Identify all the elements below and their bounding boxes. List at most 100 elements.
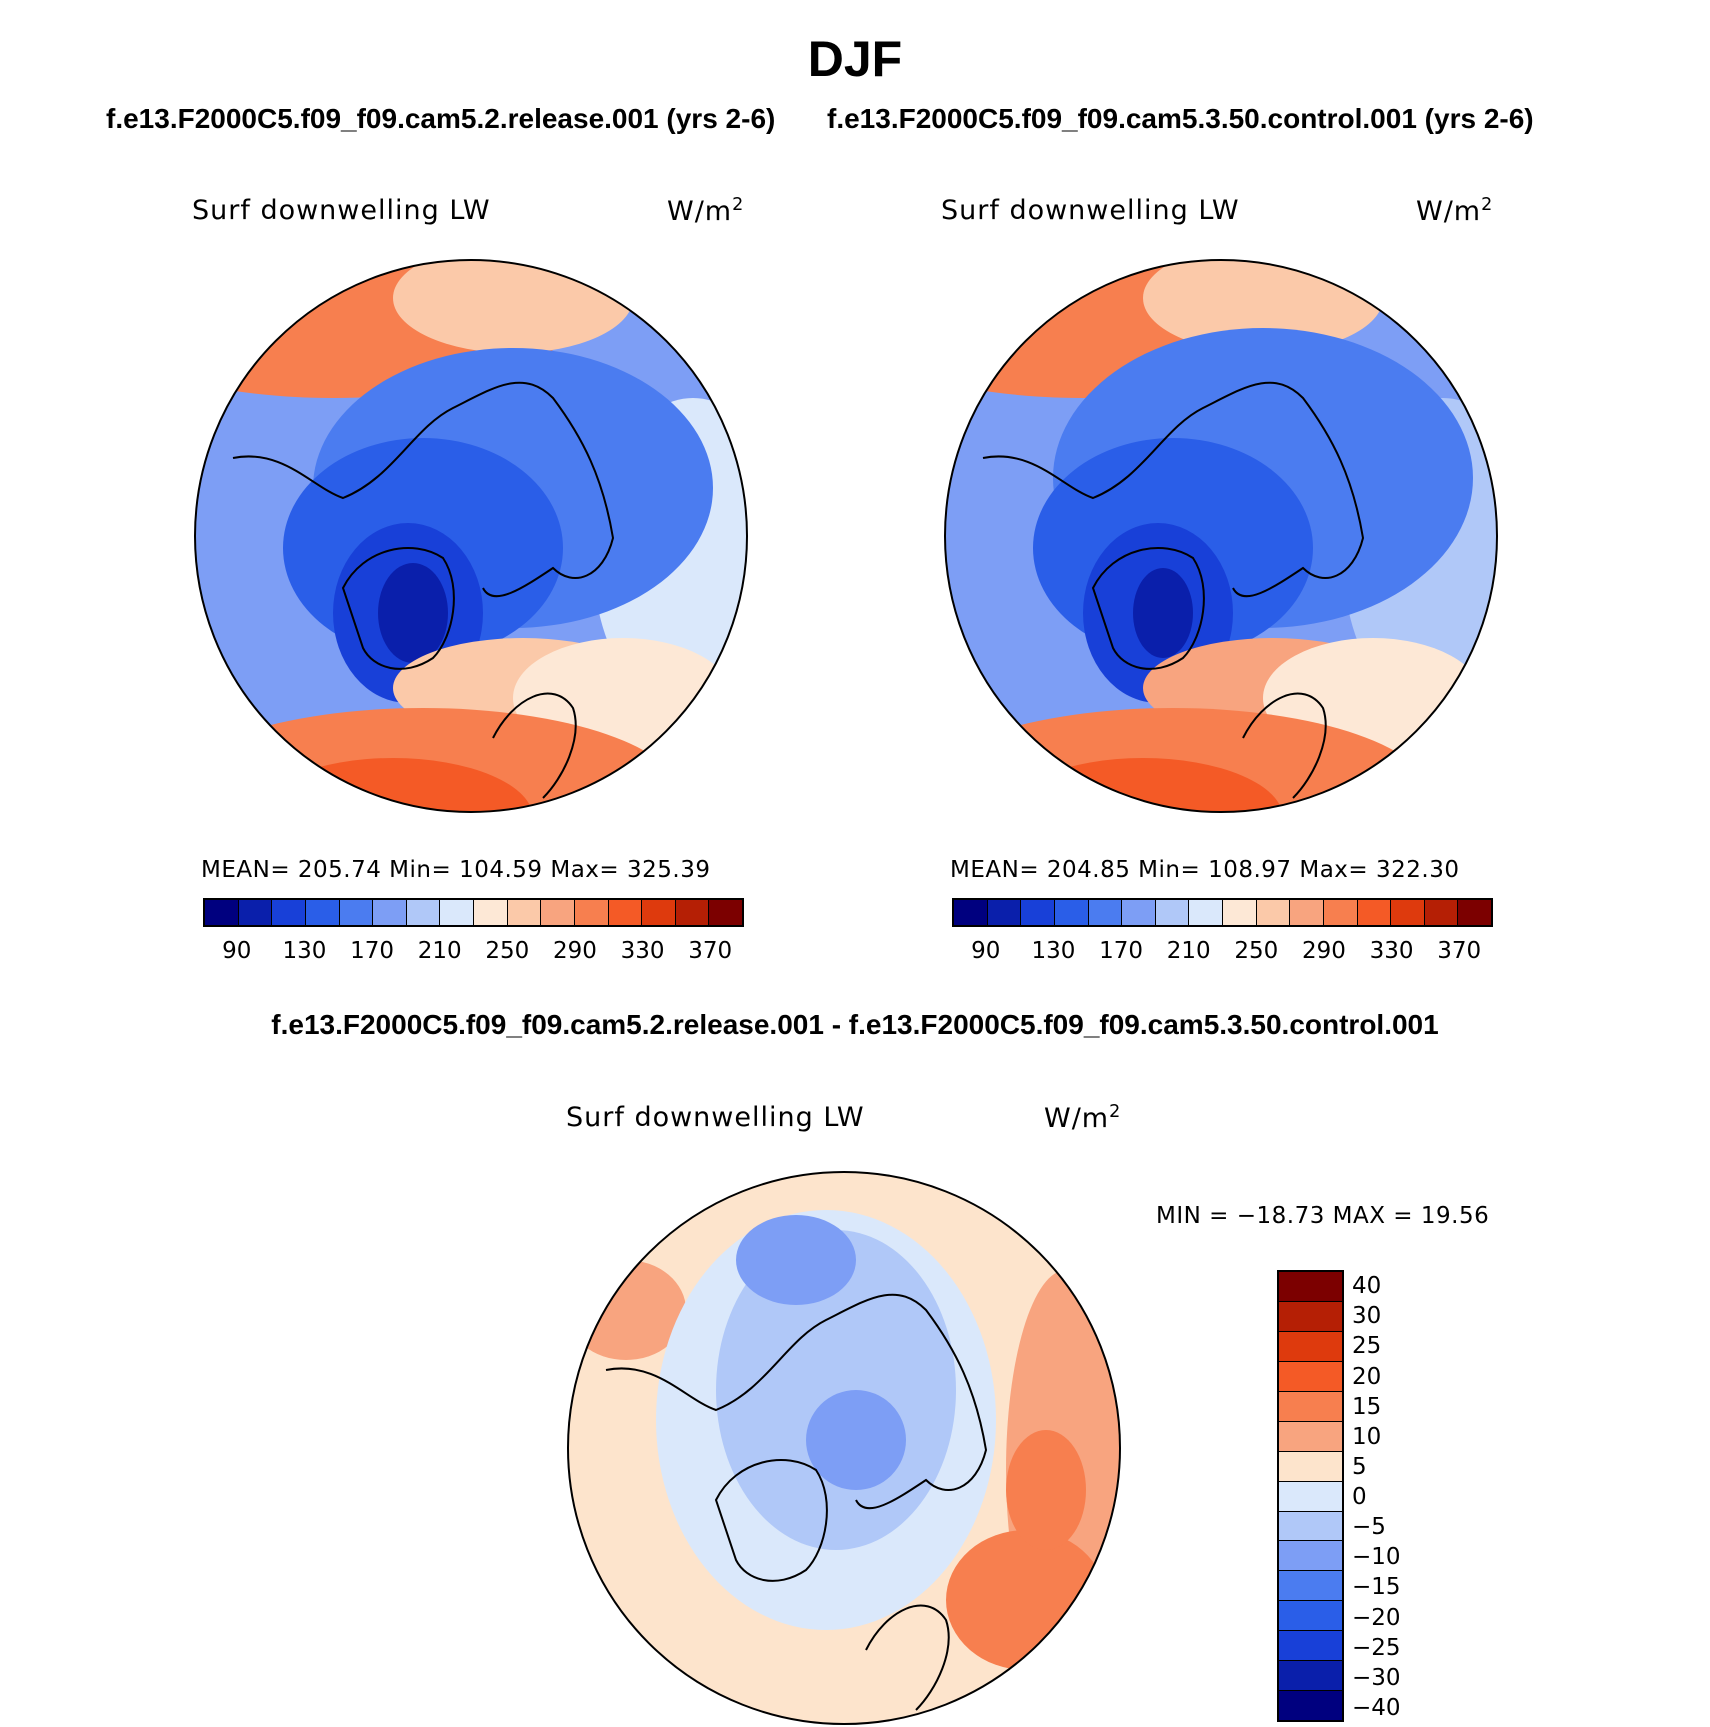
left-region-greenland-core [378, 563, 448, 663]
colorbar-swatch [1155, 900, 1190, 925]
colorbar-swatch [1279, 1691, 1342, 1721]
colorbar-tick-label: 250 [1234, 938, 1279, 964]
colorbar-swatch [1256, 900, 1291, 925]
left-panel-units: W/m2 [667, 195, 745, 227]
colorbar-tick-label: 370 [688, 938, 733, 964]
left-map-border [194, 259, 748, 813]
colorbar-swatch [1424, 900, 1459, 925]
colorbar-tick-label: 330 [1369, 938, 1414, 964]
colorbar-swatch [1279, 1391, 1342, 1422]
diff-region-siberia-cool [736, 1215, 856, 1305]
colorbar-tick-label: 170 [1099, 938, 1144, 964]
colorbar-swatch [272, 900, 306, 925]
colorbar-tick-label: 5 [1352, 1453, 1367, 1480]
colorbar-swatch [1323, 900, 1358, 925]
right-polar-map [944, 259, 1498, 813]
colorbar-tick-label: 90 [222, 938, 252, 964]
colorbar-tick-label: −25 [1352, 1634, 1401, 1661]
colorbar-tick-label: 290 [552, 938, 597, 964]
colorbar-swatch [440, 900, 474, 925]
right-map-border [944, 259, 1498, 813]
colorbar-tick-label: −5 [1352, 1514, 1386, 1541]
colorbar-tick-label: 40 [1352, 1273, 1382, 1300]
colorbar-tick-label: −10 [1352, 1544, 1401, 1571]
colorbar-swatch [1279, 1451, 1342, 1482]
colorbar-swatch [1279, 1481, 1342, 1512]
colorbar-tick-label: 290 [1301, 938, 1346, 964]
colorbar-swatch [1279, 1631, 1342, 1662]
colorbar-swatch [642, 900, 676, 925]
colorbar-tick-label: −20 [1352, 1604, 1401, 1631]
diff-panel-label: Surf downwelling LW [566, 1102, 865, 1133]
right-colorbar [952, 898, 1493, 927]
colorbar-swatch [1279, 1421, 1342, 1452]
left-colorbar-ticks: 90 130 170 210 250 290 330 370 [203, 938, 744, 968]
diff-minmax: MIN = −18.73 MAX = 19.56 [1156, 1203, 1490, 1229]
colorbar-swatch [709, 900, 742, 925]
colorbar-swatch [954, 900, 988, 925]
right-scandinavia-coast [1242, 692, 1327, 799]
colorbar-swatch [1391, 900, 1425, 925]
colorbar-swatch [1223, 900, 1257, 925]
colorbar-tick-label: 20 [1352, 1363, 1382, 1390]
colorbar-swatch [675, 900, 710, 925]
figure-title: DJF [807, 31, 903, 87]
colorbar-swatch [339, 900, 374, 925]
colorbar-swatch [1021, 900, 1055, 925]
colorbar-tick-label: 370 [1437, 938, 1482, 964]
colorbar-tick-label: −30 [1352, 1664, 1401, 1691]
left-region-bering [393, 260, 633, 353]
right-colorbar-ticks: 90 130 170 210 250 290 330 370 [952, 938, 1493, 968]
colorbar-swatch [1279, 1601, 1342, 1632]
colorbar-tick-label: 170 [350, 938, 395, 964]
left-panel-label: Surf downwelling LW [192, 195, 491, 226]
right-panel-units: W/m2 [1416, 195, 1494, 227]
colorbar-tick-label: 15 [1352, 1393, 1382, 1420]
colorbar-tick-label: 250 [485, 938, 530, 964]
colorbar-swatch [1458, 900, 1491, 925]
colorbar-swatch [1279, 1272, 1342, 1302]
diff-region-europe-warm [946, 1530, 1106, 1670]
left-polar-map [194, 259, 748, 813]
colorbar-swatch [1054, 900, 1089, 925]
colorbar-swatch [608, 900, 643, 925]
colorbar-swatch [1279, 1361, 1342, 1392]
colorbar-swatch [1279, 1541, 1342, 1572]
colorbar-tick-label: 210 [1166, 938, 1211, 964]
colorbar-swatch [1189, 900, 1223, 925]
colorbar-swatch [1279, 1301, 1342, 1332]
colorbar-swatch [1088, 900, 1123, 925]
colorbar-swatch [1357, 900, 1392, 925]
colorbar-tick-label: 90 [971, 938, 1001, 964]
diff-scandinavia-coast [865, 1604, 950, 1711]
colorbar-swatch [1279, 1331, 1342, 1362]
diff-polar-map [567, 1171, 1121, 1725]
colorbar-swatch [406, 900, 441, 925]
right-greenland-coast [1091, 547, 1205, 670]
diff-panel-units: W/m2 [1044, 1102, 1122, 1134]
colorbar-tick-label: 25 [1352, 1333, 1382, 1360]
diff-map-border [567, 1171, 1121, 1725]
right-stats: MEAN= 204.85 Min= 108.97 Max= 322.30 [950, 857, 1460, 883]
colorbar-tick-label: 130 [282, 938, 327, 964]
colorbar-swatch [1279, 1661, 1342, 1692]
diff-title: f.e13.F2000C5.f09_f09.cam5.2.release.001… [271, 1009, 1439, 1040]
colorbar-swatch [305, 900, 340, 925]
colorbar-swatch [1290, 900, 1324, 925]
case1-title: f.e13.F2000C5.f09_f09.cam5.2.release.001… [106, 103, 776, 134]
left-stats: MEAN= 205.74 Min= 104.59 Max= 325.39 [201, 857, 711, 883]
colorbar-tick-label: 330 [620, 938, 665, 964]
colorbar-swatch [373, 900, 407, 925]
colorbar-tick-label: 210 [417, 938, 462, 964]
diff-coastline [605, 1293, 988, 1510]
colorbar-swatch [1279, 1571, 1342, 1602]
diff-colorbar-ticks: 40 30 25 20 15 10 5 0 −5 −10 −15 −20 −25 −30 −40 [1352, 1270, 1432, 1722]
colorbar-tick-label: −40 [1352, 1695, 1401, 1721]
colorbar-tick-label: 30 [1352, 1303, 1382, 1330]
colorbar-swatch [507, 900, 542, 925]
colorbar-tick-label: 10 [1352, 1423, 1382, 1450]
left-colorbar [203, 898, 744, 927]
colorbar-tick-label: −15 [1352, 1574, 1401, 1601]
left-coastline [232, 381, 615, 598]
right-region-greenland-core [1133, 568, 1193, 658]
